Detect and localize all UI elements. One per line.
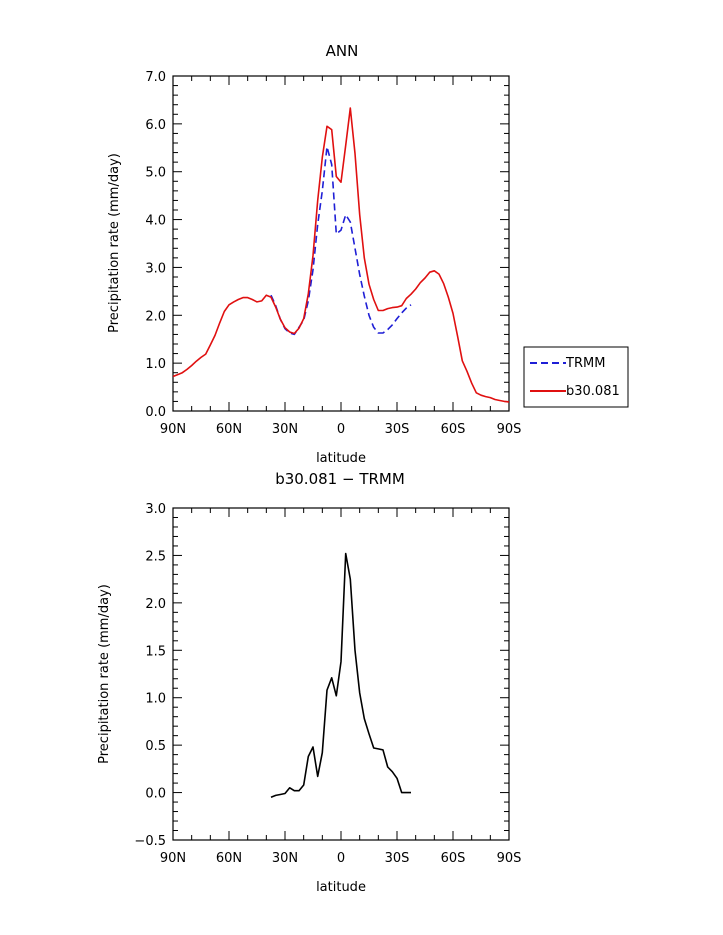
x-tick-label: 60S (441, 851, 466, 866)
top-chart-title: ANN (326, 42, 359, 60)
y-tick-label: 6.0 (145, 118, 166, 133)
bottom-x-axis-label: latitude (316, 880, 366, 895)
bottom-chart-title: b30.081 − TRMM (275, 470, 405, 488)
series-line-b30-081 (172, 107, 510, 403)
y-tick-label: 3.0 (145, 261, 166, 276)
y-tick-label: 1.0 (145, 692, 166, 707)
top-panel: ANN 90N 60N 30N 0 30S 60S 90S 0.0 1.0 2.0 3.0 4.0 5.… (107, 42, 521, 466)
x-tick-label: 30N (272, 851, 298, 866)
x-tick-label: 0 (337, 422, 345, 437)
bottom-panel: b30.081 − TRMM 90N 60N 30N 0 30S 60S 90S −0.5 0.… (97, 470, 521, 895)
bottom-y-axis-label: Precipitation rate (mm/day) (97, 584, 112, 764)
y-tick-label: 3.0 (145, 502, 166, 517)
y-tick-label: 1.0 (145, 357, 166, 372)
legend-label-trmm: TRMM (565, 356, 605, 371)
x-tick-label: 60N (216, 422, 242, 437)
legend: TRMM b30.081 (523, 346, 629, 408)
y-tick-label: 0.0 (145, 787, 166, 802)
x-tick-label: 0 (337, 851, 345, 866)
top-y-axis-label: Precipitation rate (mm/day) (107, 153, 122, 333)
y-tick-label: 0.0 (145, 405, 166, 420)
legend-label-b30081: b30.081 (566, 384, 620, 399)
legend-box (523, 346, 629, 408)
y-tick-label: 2.5 (145, 549, 166, 564)
top-plot-frame (172, 75, 510, 412)
y-tick-label: 0.5 (145, 739, 166, 754)
x-tick-label: 30N (272, 422, 298, 437)
y-tick-label: −0.5 (134, 834, 166, 849)
top-x-axis-label: latitude (316, 451, 366, 466)
bottom-plot-frame (172, 507, 510, 841)
series-line-trmm (270, 146, 412, 336)
y-tick-label: 7.0 (145, 70, 166, 85)
x-tick-label: 90S (497, 851, 522, 866)
x-tick-label: 30S (385, 422, 410, 437)
y-tick-label: 5.0 (145, 166, 166, 181)
x-tick-label: 90N (160, 851, 186, 866)
x-tick-label: 60N (216, 851, 242, 866)
y-tick-label: 2.0 (145, 597, 166, 612)
x-tick-label: 60S (441, 422, 466, 437)
series-line-difference (270, 552, 411, 799)
y-tick-label: 1.5 (145, 644, 166, 659)
y-tick-label: 4.0 (145, 214, 166, 229)
x-tick-label: 90N (160, 422, 186, 437)
x-tick-label: 90S (497, 422, 522, 437)
x-tick-label: 30S (385, 851, 410, 866)
y-tick-label: 2.0 (145, 309, 166, 324)
